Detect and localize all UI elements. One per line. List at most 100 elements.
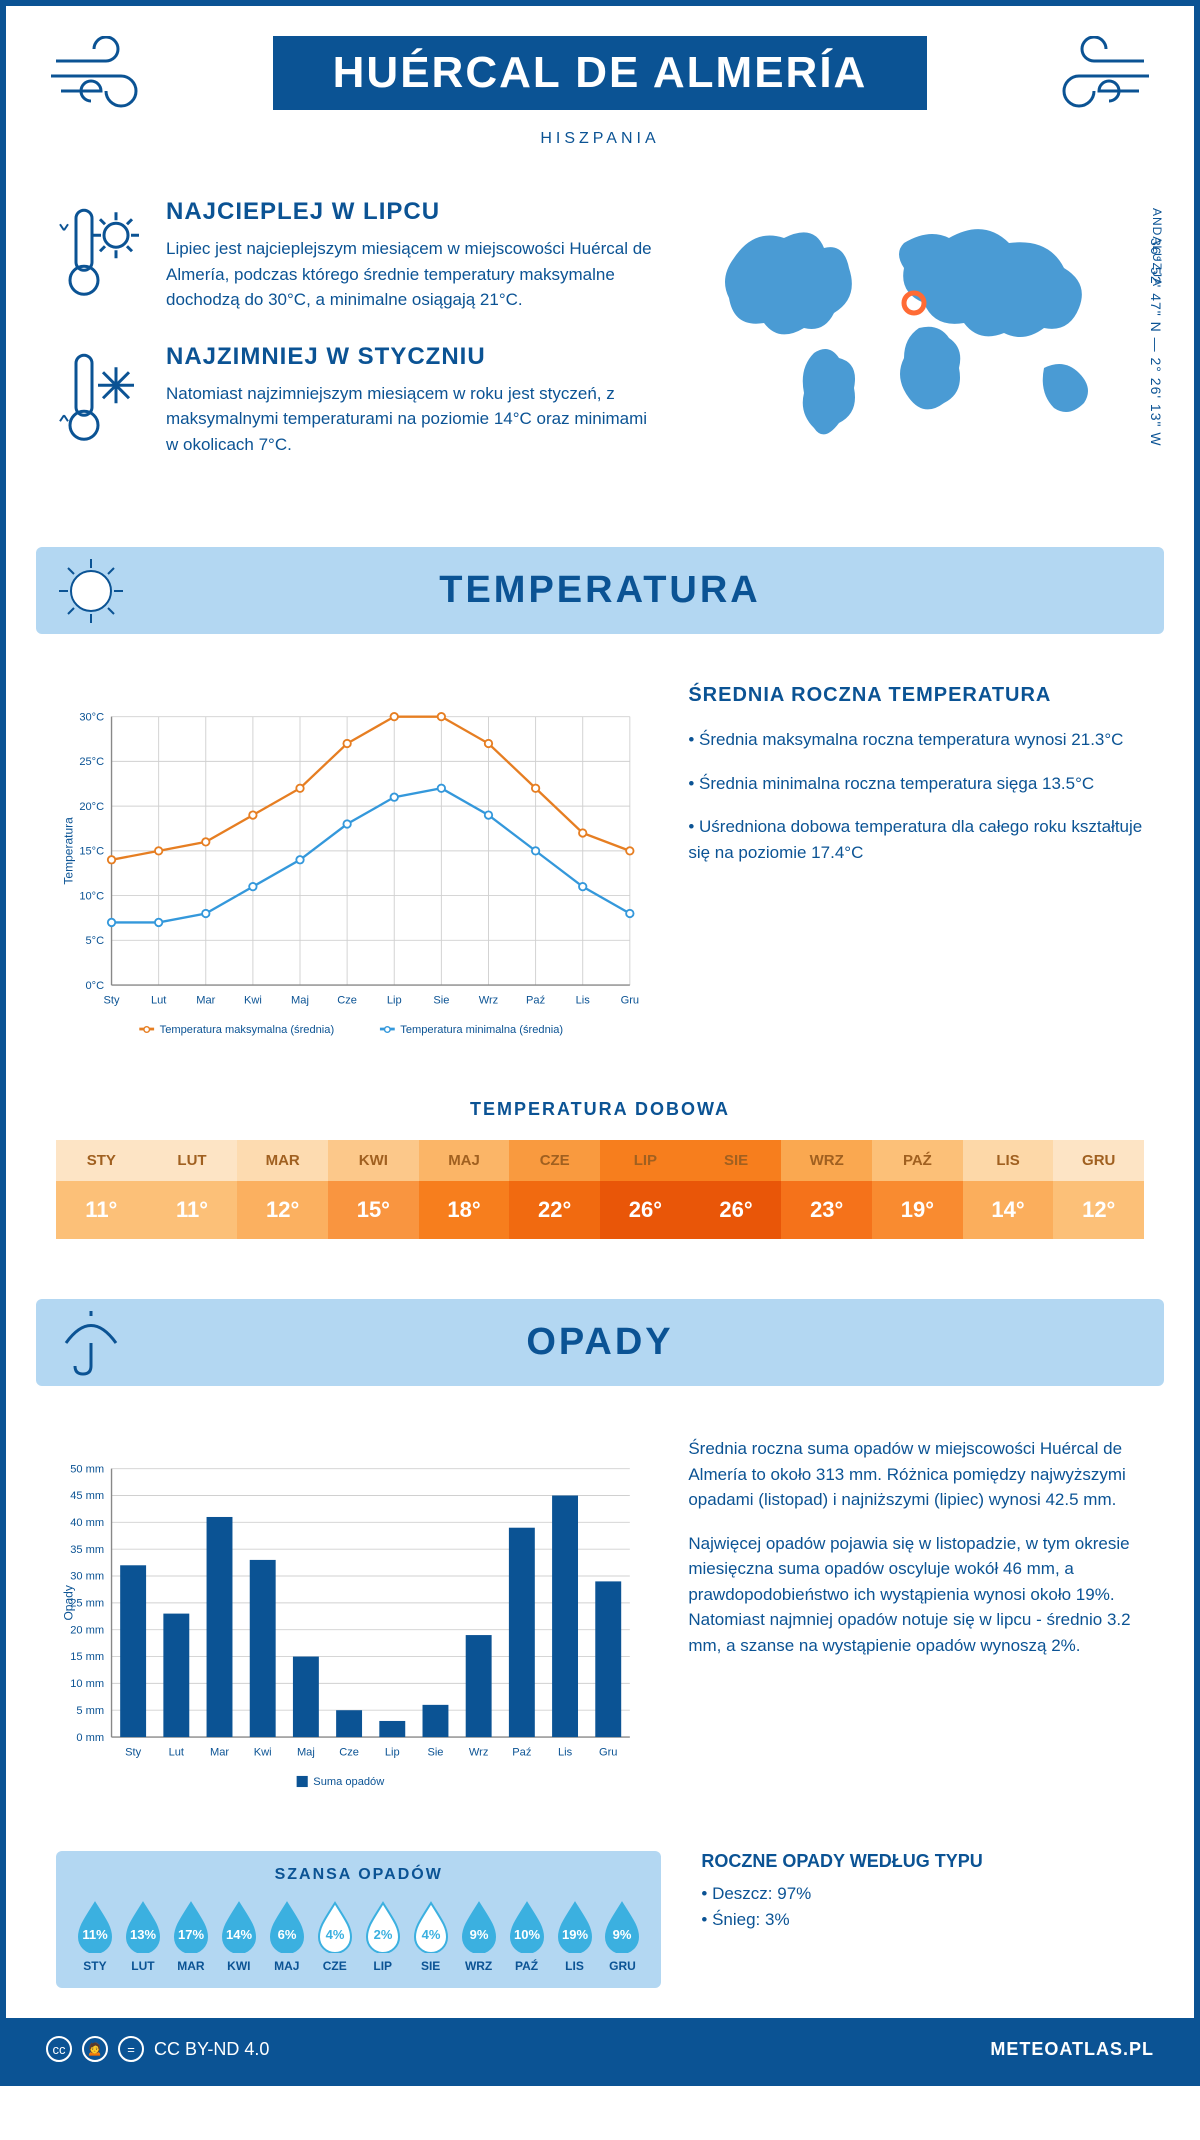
chance-cell: 4%CZE bbox=[311, 1899, 359, 1973]
svg-text:14%: 14% bbox=[226, 1927, 252, 1942]
svg-text:10%: 10% bbox=[514, 1927, 540, 1942]
svg-text:30°C: 30°C bbox=[79, 711, 104, 723]
intro-section: NAJCIEPLEJ W LIPCU Lipiec jest najcieple… bbox=[6, 168, 1194, 527]
svg-text:Wrz: Wrz bbox=[479, 995, 499, 1007]
svg-text:5 mm: 5 mm bbox=[76, 1705, 104, 1717]
svg-text:9%: 9% bbox=[613, 1927, 632, 1942]
svg-text:Paź: Paź bbox=[526, 995, 545, 1007]
page-subtitle: HISZPANIA bbox=[6, 130, 1194, 148]
thermometer-hot-icon bbox=[56, 198, 146, 313]
wind-icon bbox=[46, 36, 166, 116]
svg-text:11%: 11% bbox=[82, 1927, 108, 1942]
precipitation-title: OPADY bbox=[526, 1321, 673, 1363]
svg-text:50 mm: 50 mm bbox=[70, 1463, 104, 1475]
coords-label: 36° 52' 47" N — 2° 26' 13" W bbox=[1148, 238, 1164, 447]
chance-title: SZANSA OPADÓW bbox=[71, 1866, 646, 1884]
daily-temp-cell: LIP26° bbox=[600, 1140, 691, 1239]
cold-text: Natomiast najzimniejszym miesiącem w rok… bbox=[166, 381, 664, 458]
svg-text:15°C: 15°C bbox=[79, 846, 104, 858]
hot-title: NAJCIEPLEJ W LIPCU bbox=[166, 198, 664, 226]
svg-text:20°C: 20°C bbox=[79, 801, 104, 813]
chance-info-title: ROCZNE OPADY WEDŁUG TYPU bbox=[701, 1851, 1144, 1872]
svg-text:Sie: Sie bbox=[433, 995, 449, 1007]
svg-text:19%: 19% bbox=[561, 1927, 587, 1942]
daily-temperature-section: TEMPERATURA DOBOWA STY11°LUT11°MAR12°KWI… bbox=[6, 1099, 1194, 1279]
precip-info-p2: Najwięcej opadów pojawia się w listopadz… bbox=[688, 1531, 1144, 1659]
sun-icon bbox=[56, 556, 126, 626]
svg-text:Gru: Gru bbox=[599, 1747, 618, 1759]
daily-temp-cell: PAŹ19° bbox=[872, 1140, 963, 1239]
svg-text:10°C: 10°C bbox=[79, 890, 104, 902]
svg-text:40 mm: 40 mm bbox=[70, 1517, 104, 1529]
svg-text:15 mm: 15 mm bbox=[70, 1651, 104, 1663]
umbrella-icon bbox=[56, 1308, 126, 1378]
svg-text:Kwi: Kwi bbox=[244, 995, 262, 1007]
svg-text:Kwi: Kwi bbox=[254, 1747, 272, 1759]
chance-cell: 9%GRU bbox=[598, 1899, 646, 1973]
precip-info-p1: Średnia roczna suma opadów w miejscowośc… bbox=[688, 1436, 1144, 1513]
daily-temp-cell: LUT11° bbox=[147, 1140, 238, 1239]
svg-text:Mar: Mar bbox=[196, 995, 215, 1007]
cold-block: NAJZIMNIEJ W STYCZNIU Natomiast najzimni… bbox=[56, 343, 664, 458]
svg-text:Lis: Lis bbox=[576, 995, 591, 1007]
chance-cell: 9%WRZ bbox=[455, 1899, 503, 1973]
chance-info-p1: • Deszcz: 97% bbox=[701, 1884, 1144, 1904]
chance-cell: 6%MAJ bbox=[263, 1899, 311, 1973]
temperature-info: ŚREDNIA ROCZNA TEMPERATURA • Średnia mak… bbox=[688, 684, 1144, 1069]
daily-temp-cell: STY11° bbox=[56, 1140, 147, 1239]
svg-text:4%: 4% bbox=[325, 1927, 344, 1942]
daily-temp-cell: LIS14° bbox=[963, 1140, 1054, 1239]
temperature-section-header: TEMPERATURA bbox=[36, 547, 1164, 634]
svg-text:13%: 13% bbox=[130, 1927, 156, 1942]
svg-text:Temperatura: Temperatura bbox=[62, 817, 76, 885]
svg-text:5°C: 5°C bbox=[86, 935, 105, 947]
svg-text:Lut: Lut bbox=[151, 995, 166, 1007]
temperature-title: TEMPERATURA bbox=[439, 569, 761, 611]
svg-text:Sty: Sty bbox=[125, 1747, 141, 1759]
daily-temp-title: TEMPERATURA DOBOWA bbox=[56, 1099, 1144, 1120]
svg-text:0 mm: 0 mm bbox=[76, 1732, 104, 1744]
svg-text:20 mm: 20 mm bbox=[70, 1624, 104, 1636]
by-icon: 🙍 bbox=[82, 2036, 108, 2062]
header: HUÉRCAL DE ALMERÍA HISZPANIA bbox=[6, 6, 1194, 168]
svg-text:Maj: Maj bbox=[297, 1747, 315, 1759]
svg-text:Wrz: Wrz bbox=[469, 1747, 489, 1759]
svg-text:Paź: Paź bbox=[512, 1747, 531, 1759]
page-title: HUÉRCAL DE ALMERÍA bbox=[273, 36, 928, 110]
svg-text:Opady: Opady bbox=[62, 1585, 76, 1620]
svg-text:35 mm: 35 mm bbox=[70, 1544, 104, 1556]
svg-text:Lip: Lip bbox=[385, 1747, 400, 1759]
temperature-line-chart: 0°C5°C10°C15°C20°C25°C30°CStyLutMarKwiMa… bbox=[56, 684, 648, 1064]
site-name: METEOATLAS.PL bbox=[990, 2039, 1154, 2060]
temp-info-p1: • Średnia maksymalna roczna temperatura … bbox=[688, 727, 1144, 753]
hot-block: NAJCIEPLEJ W LIPCU Lipiec jest najcieple… bbox=[56, 198, 664, 313]
svg-text:Lip: Lip bbox=[387, 995, 402, 1007]
world-map bbox=[704, 198, 1144, 458]
daily-temp-cell: CZE22° bbox=[509, 1140, 600, 1239]
chance-cell: 17%MAR bbox=[167, 1899, 215, 1973]
svg-text:2%: 2% bbox=[373, 1927, 392, 1942]
daily-temp-cell: SIE26° bbox=[691, 1140, 782, 1239]
svg-text:Lis: Lis bbox=[558, 1747, 573, 1759]
wind-icon bbox=[1034, 36, 1154, 116]
temp-info-p3: • Uśredniona dobowa temperatura dla całe… bbox=[688, 814, 1144, 865]
svg-text:25°C: 25°C bbox=[79, 756, 104, 768]
precipitation-info: Średnia roczna suma opadów w miejscowośc… bbox=[688, 1436, 1144, 1821]
footer: cc 🙍 = CC BY-ND 4.0 METEOATLAS.PL bbox=[6, 2018, 1194, 2080]
chance-cell: 4%SIE bbox=[407, 1899, 455, 1973]
svg-text:10 mm: 10 mm bbox=[70, 1678, 104, 1690]
thermometer-cold-icon bbox=[56, 343, 146, 458]
daily-temp-cell: MAR12° bbox=[237, 1140, 328, 1239]
svg-text:4%: 4% bbox=[421, 1927, 440, 1942]
svg-text:Temperatura minimalna (średnia: Temperatura minimalna (średnia) bbox=[400, 1024, 563, 1036]
chance-cell: 2%LIP bbox=[359, 1899, 407, 1973]
hot-text: Lipiec jest najcieplejszym miesiącem w m… bbox=[166, 236, 664, 313]
daily-temp-cell: GRU12° bbox=[1053, 1140, 1144, 1239]
precipitation-bar-chart: 0 mm5 mm10 mm15 mm20 mm25 mm30 mm35 mm40… bbox=[56, 1436, 648, 1816]
svg-text:Sty: Sty bbox=[104, 995, 120, 1007]
daily-temperature-table: STY11°LUT11°MAR12°KWI15°MAJ18°CZE22°LIP2… bbox=[56, 1140, 1144, 1239]
svg-text:30 mm: 30 mm bbox=[70, 1571, 104, 1583]
svg-text:45 mm: 45 mm bbox=[70, 1490, 104, 1502]
svg-text:Cze: Cze bbox=[337, 995, 357, 1007]
svg-text:6%: 6% bbox=[277, 1927, 296, 1942]
